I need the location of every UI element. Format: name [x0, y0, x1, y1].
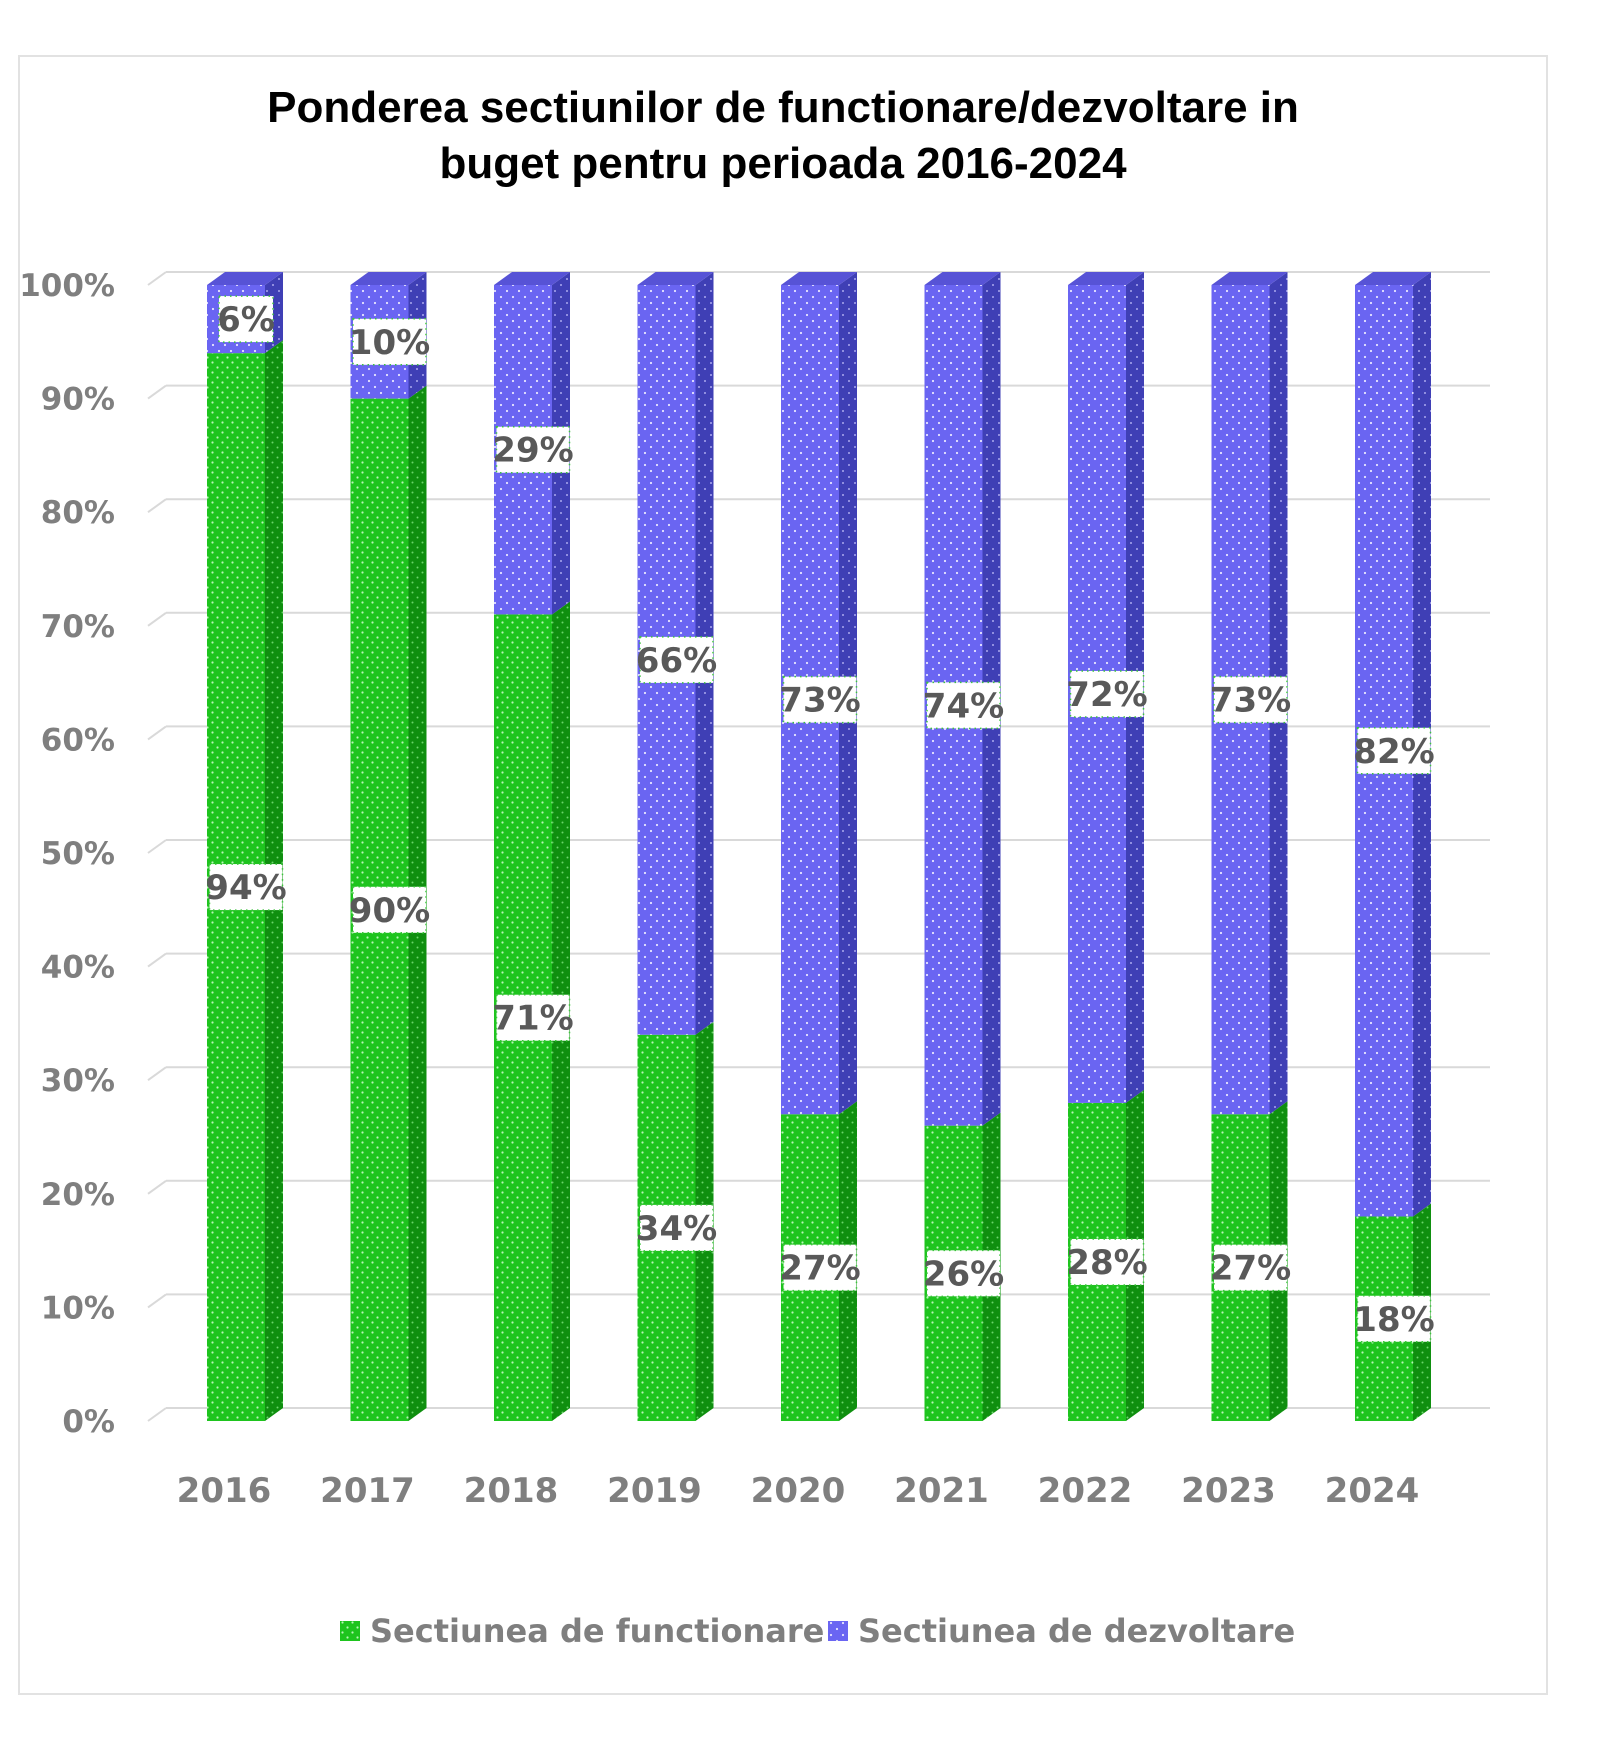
- chart-title-line-1: Ponderea sectiunilor de functionare/dezv…: [267, 83, 1299, 132]
- data-label-box: [1069, 670, 1145, 718]
- y-tick-label: 30%: [41, 1063, 115, 1099]
- data-label: 73%: [1210, 681, 1291, 721]
- y-tick-label: 50%: [41, 836, 115, 872]
- x-tick-label: 2018: [464, 1471, 559, 1511]
- bar-segment-top: [207, 272, 283, 285]
- grid-line-diagonal: [147, 1179, 167, 1195]
- data-label-box: [352, 886, 427, 934]
- data-label: 18%: [1353, 1300, 1434, 1340]
- grid-line-diagonal: [147, 271, 167, 286]
- grid-line-diagonal: [147, 611, 167, 627]
- chart-title-line-2: buget pentru perioada 2016-2024: [439, 139, 1127, 188]
- y-tick-label: 80%: [41, 495, 115, 531]
- grid-line-diagonal: [147, 1066, 167, 1082]
- data-label-box: [1356, 727, 1432, 775]
- bar-segment-top: [350, 272, 427, 285]
- data-label-box: [639, 636, 714, 684]
- data-label-box: [1213, 675, 1288, 724]
- y-tick-label: 10%: [41, 1290, 115, 1326]
- x-tick-label: 2021: [894, 1471, 989, 1511]
- data-label: 74%: [923, 686, 1004, 726]
- bar-segment-top: [924, 272, 1001, 285]
- legend-swatch: [340, 1621, 360, 1641]
- x-tick-label: 2022: [1038, 1471, 1133, 1511]
- y-tick-label: 90%: [41, 382, 115, 418]
- legend-label: Sectiunea de functionare: [370, 1612, 824, 1650]
- data-label: 27%: [1210, 1249, 1291, 1289]
- data-label: 72%: [1066, 675, 1147, 715]
- grid-line-diagonal: [147, 498, 167, 514]
- bar-segment-top: [494, 272, 570, 285]
- grid-line-diagonal: [147, 1407, 167, 1422]
- grid-line-diagonal: [147, 384, 167, 400]
- bar-segment-top: [637, 272, 714, 285]
- data-label: 66%: [636, 641, 717, 681]
- data-label: 29%: [492, 431, 573, 471]
- x-tick-label: 2023: [1181, 1471, 1276, 1511]
- bar-segment-top: [781, 272, 857, 285]
- legend-label: Sectiunea de dezvoltare: [858, 1612, 1295, 1650]
- grid-line-diagonal: [147, 1293, 167, 1309]
- bar-segment-top: [1355, 272, 1431, 285]
- legend-swatch: [828, 1621, 848, 1641]
- bar-segment-top: [1211, 272, 1288, 285]
- x-tick-label: 2024: [1325, 1471, 1420, 1511]
- data-label: 71%: [492, 999, 573, 1039]
- data-label-box: [1069, 1238, 1145, 1286]
- data-label-box: [495, 425, 571, 474]
- y-tick-label: 100%: [19, 268, 115, 304]
- data-label-box: [352, 318, 427, 366]
- chart-title: Ponderea sectiunilor de functionare/dezv…: [18, 80, 1548, 192]
- y-axis-ticks: 0% 10% 20% 30% 40% 50% 60% 70% 80% 90% 100%: [19, 268, 115, 1440]
- data-label-box: [218, 295, 274, 343]
- data-label: 94%: [205, 868, 286, 908]
- data-label: 27%: [779, 1249, 860, 1289]
- data-label: 82%: [1353, 732, 1434, 772]
- x-tick-label: 2017: [320, 1471, 415, 1511]
- legend: Sectiunea de functionare Sectiunea de dez…: [340, 1612, 1295, 1650]
- data-label-box: [639, 1204, 714, 1252]
- x-tick-label: 2019: [607, 1471, 702, 1511]
- data-label: 34%: [636, 1209, 717, 1249]
- data-label-box: [495, 993, 571, 1042]
- data-label-box: [926, 681, 1001, 730]
- data-label-box: [1356, 1295, 1432, 1343]
- data-label: 6%: [217, 300, 275, 340]
- x-tick-label: 2016: [177, 1471, 272, 1511]
- data-label-box: [1213, 1243, 1288, 1292]
- data-label: 73%: [779, 681, 860, 721]
- y-tick-label: 60%: [41, 722, 115, 758]
- x-tick-label: 2020: [751, 1471, 846, 1511]
- data-label-box: [782, 1243, 858, 1292]
- data-label: 28%: [1066, 1243, 1147, 1283]
- data-labels: 94% 6% 90% 10% 71% 29% 34% 66% 27% 73% 26% 74% 28% 72…: [205, 295, 1435, 1343]
- bar-segment-top: [1068, 272, 1144, 285]
- y-tick-label: 20%: [41, 1177, 115, 1213]
- data-label-box: [926, 1249, 1001, 1298]
- data-label: 26%: [923, 1254, 1004, 1294]
- grid-line-diagonal: [147, 839, 167, 854]
- data-label-box: [208, 863, 284, 911]
- grid-line-diagonal: [147, 952, 167, 968]
- x-axis-ticks: 2016 2017 2018 2019 2020 2021 2022 2023 2024: [177, 1471, 1420, 1511]
- grid-line-diagonal: [147, 725, 167, 741]
- data-label-box: [782, 675, 858, 724]
- y-tick-label: 70%: [41, 609, 115, 645]
- data-label: 90%: [349, 891, 430, 931]
- y-tick-label: 0%: [62, 1404, 115, 1440]
- y-tick-label: 40%: [41, 950, 115, 986]
- data-label: 10%: [349, 323, 430, 363]
